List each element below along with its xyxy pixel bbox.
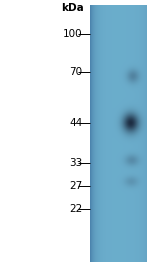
Text: 70: 70 <box>69 67 82 77</box>
Text: 44: 44 <box>69 118 82 128</box>
Text: 27: 27 <box>69 181 82 191</box>
Text: 33: 33 <box>69 158 82 168</box>
Text: 22: 22 <box>69 204 82 214</box>
Text: 100: 100 <box>63 29 82 38</box>
Text: kDa: kDa <box>61 3 84 13</box>
